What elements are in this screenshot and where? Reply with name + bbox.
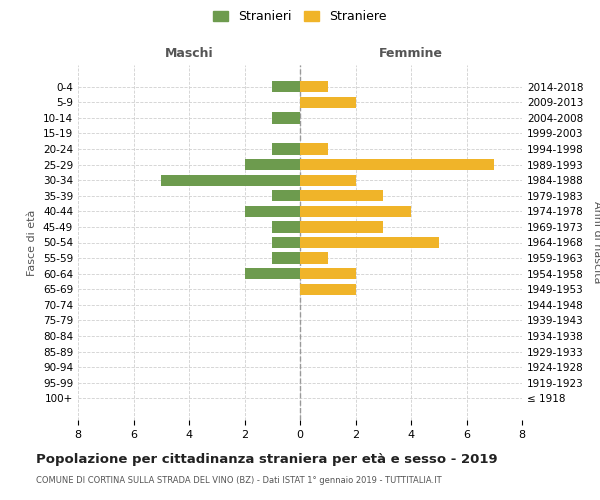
Bar: [300, 237, 439, 248]
Bar: [300, 268, 355, 280]
Bar: [300, 174, 355, 186]
Bar: [245, 206, 300, 217]
Bar: [300, 252, 328, 264]
Text: COMUNE DI CORTINA SULLA STRADA DEL VINO (BZ) - Dati ISTAT 1° gennaio 2019 - TUTT: COMUNE DI CORTINA SULLA STRADA DEL VINO …: [36, 476, 442, 485]
Legend: Stranieri, Straniere: Stranieri, Straniere: [209, 6, 391, 26]
Bar: [272, 112, 300, 124]
Bar: [272, 237, 300, 248]
Bar: [245, 268, 300, 280]
Bar: [272, 190, 300, 202]
Y-axis label: Anni di nascita: Anni di nascita: [592, 201, 600, 284]
Bar: [272, 252, 300, 264]
Bar: [272, 81, 300, 92]
Bar: [300, 206, 411, 217]
Bar: [300, 284, 355, 295]
Bar: [300, 159, 494, 170]
Bar: [300, 81, 328, 92]
Bar: [300, 190, 383, 202]
Bar: [272, 222, 300, 232]
Bar: [300, 222, 383, 232]
Bar: [300, 96, 355, 108]
Text: Popolazione per cittadinanza straniera per età e sesso - 2019: Popolazione per cittadinanza straniera p…: [36, 452, 497, 466]
Y-axis label: Fasce di età: Fasce di età: [28, 210, 37, 276]
Bar: [272, 144, 300, 154]
Bar: [300, 144, 328, 154]
Bar: [245, 159, 300, 170]
Bar: [161, 174, 300, 186]
